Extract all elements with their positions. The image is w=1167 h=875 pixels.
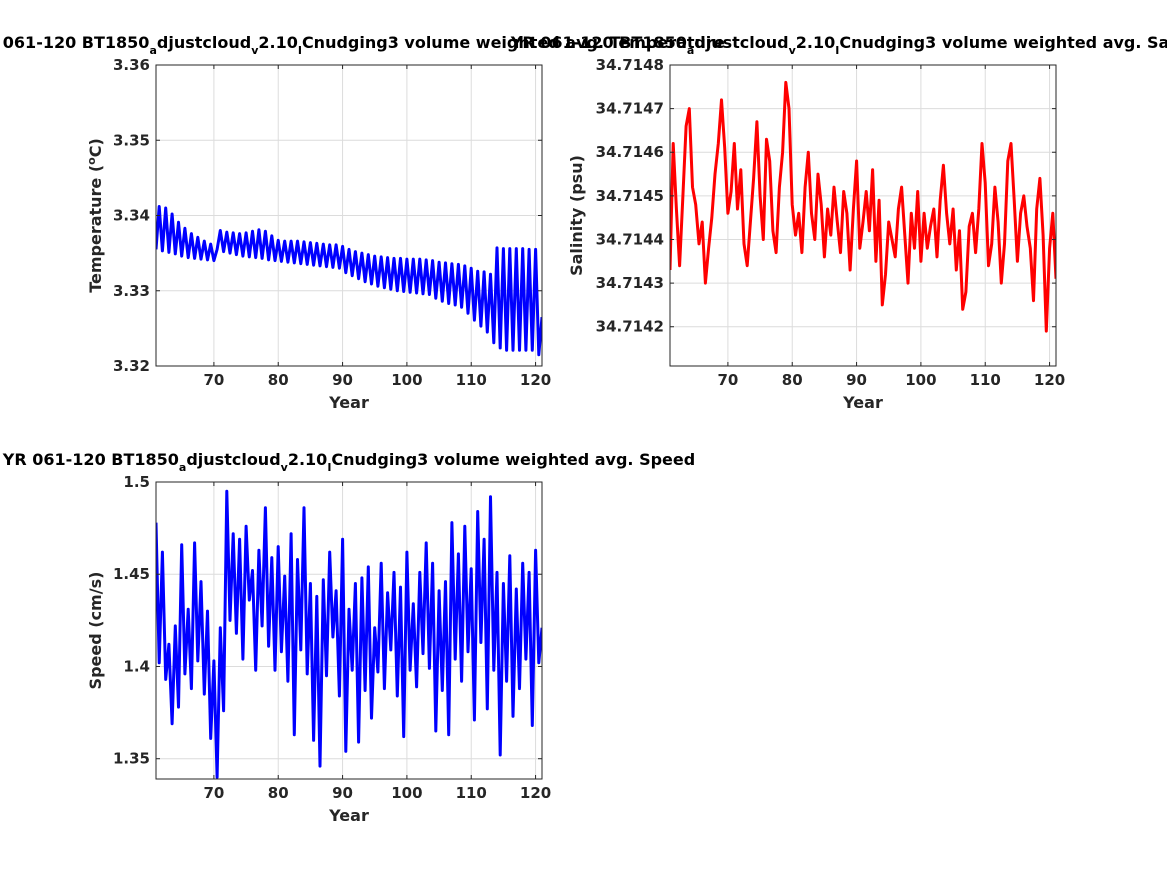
title-subscript: v <box>251 44 259 57</box>
x-tick-label: 110 <box>456 371 487 389</box>
title-subscript: a <box>149 44 156 57</box>
title-part: djustcloud <box>186 450 280 469</box>
x-tick-label: 70 <box>203 784 224 802</box>
title-part: djustcloud <box>157 33 251 52</box>
x-axis-label: Year <box>842 393 883 412</box>
y-tick-label: 34.7143 <box>596 274 664 292</box>
x-tick-label: 120 <box>1034 371 1065 389</box>
x-tick-label: 110 <box>970 371 1001 389</box>
x-tick-label: 80 <box>268 371 289 389</box>
y-tick-label: 34.7142 <box>596 318 664 336</box>
x-tick-label: 80 <box>268 784 289 802</box>
title-part: YR 061-120 BT1850 <box>0 33 149 52</box>
y-axis-label-text: Salinity (psu) <box>567 155 586 276</box>
y-tick-label: 1.45 <box>113 565 150 583</box>
title-subscript: v <box>789 44 797 57</box>
x-axis-label: Year <box>328 393 369 412</box>
axes-box <box>155 481 543 780</box>
y-tick-label: 34.7147 <box>596 100 664 118</box>
x-tick-label: 120 <box>520 371 551 389</box>
title-part: YR 061-120 BT1850 <box>510 33 687 52</box>
y-tick-label: 1.5 <box>123 473 150 491</box>
title-subscript: I <box>298 44 302 57</box>
y-tick-label: 3.35 <box>113 131 150 149</box>
y-tick-label: 3.36 <box>113 56 150 74</box>
y-axis-label-text: Temperature ( <box>86 165 105 293</box>
title-part: djustcloud <box>694 33 788 52</box>
title-subscript: v <box>281 461 289 474</box>
axes-box <box>669 64 1057 367</box>
y-axis-label: Salinity (psu) <box>567 155 586 276</box>
x-tick-label: 70 <box>717 371 738 389</box>
y-tick-label: 34.7144 <box>596 230 664 248</box>
x-tick-label: 80 <box>782 371 803 389</box>
x-axis-label: Year <box>328 806 369 825</box>
chart-3: 70 80 90 100 110 120 1.35 1.4 1.45 1.5 Year Speed (… <box>2 450 695 825</box>
y-tick-label: 34.7148 <box>596 56 664 74</box>
title-part: Cnudging3 volume weighted avg. Salinity <box>839 33 1167 52</box>
y-tick-label: 34.7146 <box>596 143 664 161</box>
x-tick-label: 90 <box>332 371 353 389</box>
title-subscript: I <box>327 461 331 474</box>
series-line <box>156 205 542 357</box>
x-tick-label: 100 <box>391 371 422 389</box>
title-part: Cnudging3 volume weighted avg. Speed <box>331 450 695 469</box>
y-axis-label-superscript: o <box>85 157 98 165</box>
title-subscript: a <box>687 44 694 57</box>
title-part: Cnudging3 volume weighted avg. Temperatu… <box>302 33 725 52</box>
x-tick-label: 90 <box>846 371 867 389</box>
y-axis-label: Speed (cm/s) <box>86 572 105 690</box>
series-line <box>670 80 1056 333</box>
y-tick-label: 3.32 <box>113 357 150 375</box>
title-subscript: I <box>835 44 839 57</box>
y-tick-label: 3.34 <box>113 207 150 225</box>
x-tick-label: 90 <box>332 784 353 802</box>
y-axis-label: Temperature (oC) <box>85 138 105 293</box>
title-part: 2.10 <box>288 450 327 469</box>
x-tick-label: 120 <box>520 784 551 802</box>
chart-1: 70 80 90 100 110 120 3.32 3.33 3.34 3.35 3.36 Year T… <box>0 33 725 412</box>
y-axis-label-text-end: C) <box>86 138 105 157</box>
series-line <box>156 489 542 779</box>
title-part: 2.10 <box>258 33 297 52</box>
chart-title: YR 061-120 BT1850adjustcloudv2.10ICnudgi… <box>0 33 725 57</box>
title-part: 2.10 <box>796 33 835 52</box>
x-tick-label: 100 <box>391 784 422 802</box>
y-tick-label: 3.33 <box>113 282 150 300</box>
x-tick-label: 110 <box>456 784 487 802</box>
chart-2: 70 80 90 100 110 120 34.7142 34.7143 34.7144 34.7… <box>510 33 1167 412</box>
x-tick-label: 70 <box>203 371 224 389</box>
title-part: YR 061-120 BT1850 <box>2 450 179 469</box>
y-tick-label: 1.35 <box>113 750 150 768</box>
chart-title: YR 061-120 BT1850adjustcloudv2.10ICnudgi… <box>510 33 1167 57</box>
y-axis-label-text: Speed (cm/s) <box>86 572 105 690</box>
chart-title: YR 061-120 BT1850adjustcloudv2.10ICnudgi… <box>2 450 695 474</box>
y-tick-label: 1.4 <box>123 657 150 675</box>
title-subscript: a <box>179 461 186 474</box>
x-tick-label: 100 <box>905 371 936 389</box>
y-tick-label: 34.7145 <box>596 187 664 205</box>
